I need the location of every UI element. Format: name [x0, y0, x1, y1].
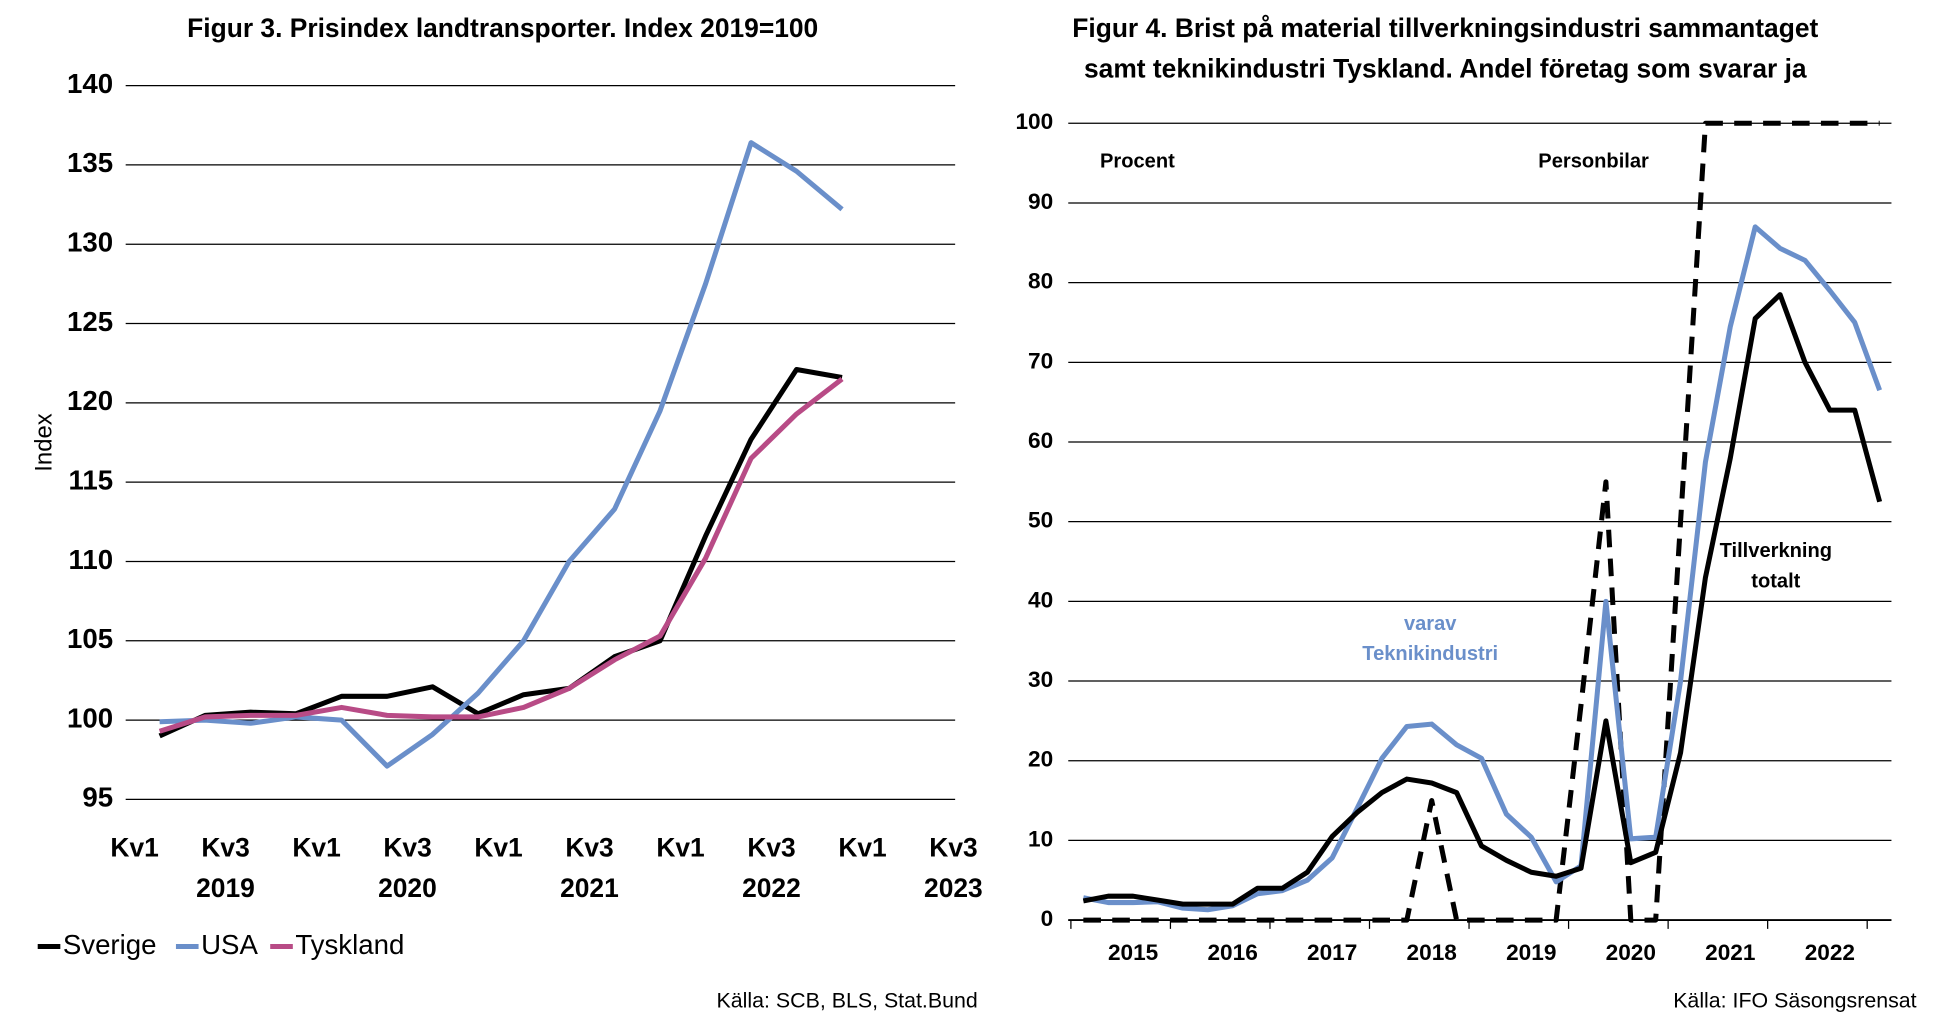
chart-title: Figur 4. Brist på material tillverknings…: [1072, 13, 1818, 43]
y-tick-label: 95: [82, 782, 113, 813]
y-axis-label: Index: [31, 413, 58, 471]
legend-label: Sverige: [63, 929, 157, 960]
series-line: [1082, 224, 1882, 913]
series-line: [158, 367, 843, 739]
x-tick-label: 2022: [1805, 940, 1855, 965]
series-line: [158, 377, 844, 734]
chart-title: Figur 3. Prisindex landtransporter. Inde…: [187, 13, 818, 43]
annotation: Procent: [1100, 151, 1175, 173]
annotation: totalt: [1751, 570, 1800, 592]
x-tick-label: Kv1: [292, 833, 340, 863]
x-group-label: 2021: [560, 873, 619, 903]
x-tick-label: 2016: [1207, 940, 1257, 965]
source: Källa: SCB, BLS, Stat.Bund: [717, 988, 978, 1012]
legend-label: Tyskland: [295, 929, 404, 960]
y-tick-label: 20: [1028, 747, 1053, 772]
y-tick-label: 115: [69, 464, 114, 495]
x-tick-label: 2018: [1407, 940, 1457, 965]
x-tick-label: Kv1: [110, 833, 158, 863]
y-tick-label: 90: [1028, 189, 1053, 214]
y-tick-label: 125: [67, 306, 113, 337]
series-line: [1083, 120, 1880, 923]
y-tick-label: 0: [1041, 906, 1054, 931]
x-tick-label: Kv3: [747, 833, 795, 863]
y-tick-label: 50: [1028, 508, 1053, 533]
x-tick-label: 2021: [1705, 940, 1755, 965]
y-tick-label: 135: [67, 147, 113, 178]
x-tick-label: 2020: [1606, 940, 1656, 965]
annotation: Teknikindustri: [1362, 643, 1498, 665]
x-group-label: 2019: [196, 873, 255, 903]
x-tick-label: Kv1: [474, 833, 522, 863]
y-tick-label: 120: [67, 385, 113, 416]
legend-label: USA: [201, 929, 258, 960]
annotation: Personbilar: [1538, 151, 1649, 173]
series-line: [159, 140, 844, 769]
chart-title: samt teknikindustri Tyskland. Andel före…: [1084, 53, 1807, 83]
x-tick-label: 2015: [1108, 940, 1158, 965]
annotation: Tillverkning: [1720, 540, 1832, 562]
x-group-label: 2020: [378, 873, 437, 903]
y-tick-label: 130: [67, 227, 113, 258]
y-tick-label: 10: [1028, 826, 1053, 851]
y-tick-label: 100: [67, 702, 113, 733]
x-tick-label: 2019: [1506, 940, 1556, 965]
x-tick-label: Kv1: [838, 833, 886, 863]
x-group-label: 2022: [742, 873, 801, 903]
y-tick-label: 40: [1028, 587, 1053, 612]
series-line: [1082, 292, 1883, 907]
y-tick-label: 60: [1028, 428, 1053, 453]
y-tick-label: 105: [67, 623, 113, 654]
y-tick-label: 70: [1028, 348, 1053, 373]
x-tick-label: 2017: [1307, 940, 1357, 965]
y-tick-label: 30: [1028, 667, 1053, 692]
y-tick-label: 110: [69, 544, 114, 575]
x-tick-label: Kv3: [383, 833, 431, 863]
x-tick-label: Kv3: [201, 833, 249, 863]
x-group-label: 2023: [924, 873, 983, 903]
y-tick-label: 100: [1015, 109, 1053, 134]
x-tick-label: Kv1: [656, 833, 704, 863]
x-tick-label: Kv3: [929, 833, 977, 863]
y-tick-label: 140: [67, 68, 113, 99]
x-tick-label: Kv3: [565, 833, 613, 863]
annotation: varav: [1404, 613, 1457, 635]
source: Källa: IFO Säsongsrensat: [1673, 988, 1916, 1012]
y-tick-label: 80: [1028, 269, 1053, 294]
